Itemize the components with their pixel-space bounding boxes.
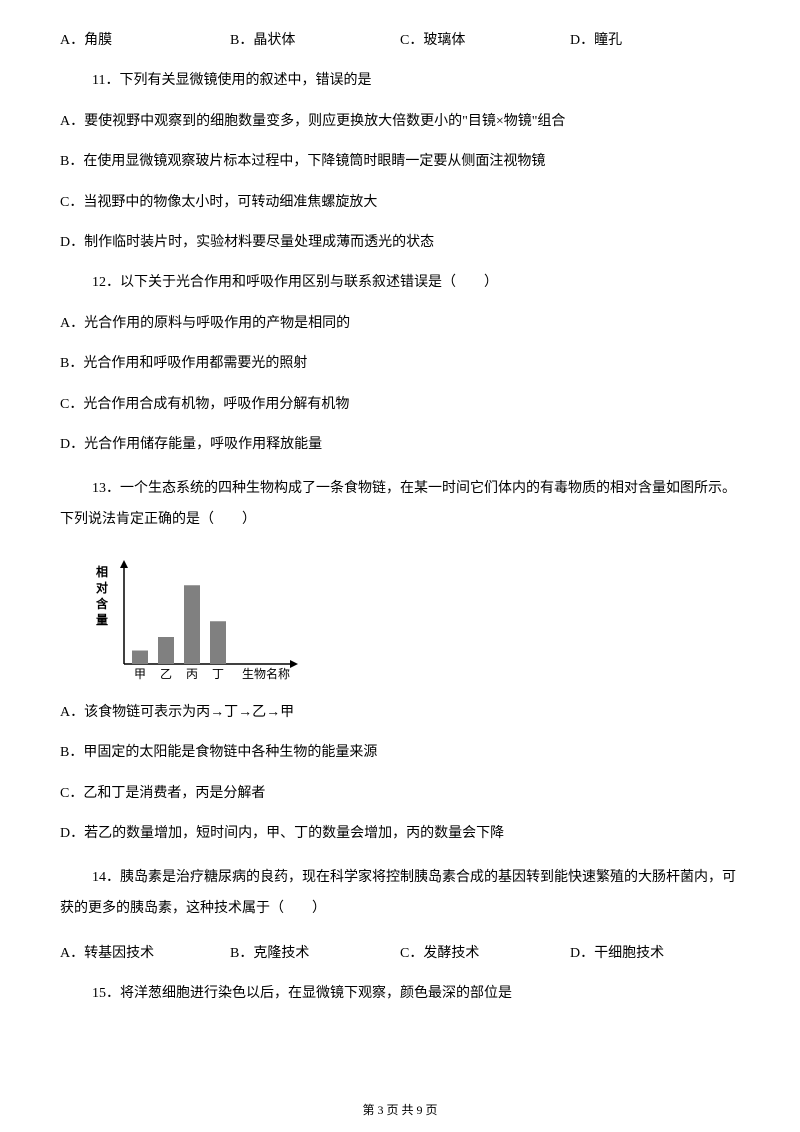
q11-option-c: C．当视野中的物像太小时，可转动细准焦螺旋放大	[60, 192, 740, 214]
svg-text:甲: 甲	[134, 667, 146, 681]
q10-option-c: C．玻璃体	[400, 30, 570, 52]
q13-stem: 13．一个生态系统的四种生物构成了一条食物链，在某一时间它们体内的有毒物质的相对…	[60, 474, 740, 536]
q12-option-d: D．光合作用储存能量，呼吸作用释放能量	[60, 434, 740, 456]
q12-stem: 12．以下关于光合作用和呼吸作用区别与联系叙述错误是（ ）	[92, 272, 740, 294]
q10-option-a: A．角膜	[60, 30, 230, 52]
q14-option-a: A．转基因技术	[60, 943, 230, 965]
q13-option-d: D．若乙的数量增加，短时间内，甲、丁的数量会增加，丙的数量会下降	[60, 823, 740, 845]
q13-stem-text: 13．一个生态系统的四种生物构成了一条食物链，在某一时间它们体内的有毒物质的相对…	[60, 481, 736, 527]
svg-text:乙: 乙	[160, 667, 172, 681]
q14-stem-text: 14．胰岛素是治疗糖尿病的良药，现在科学家将控制胰岛素合成的基因转到能快速繁殖的…	[60, 870, 736, 916]
q14-options-row: A．转基因技术 B．克隆技术 C．发酵技术 D．干细胞技术	[60, 943, 740, 965]
q10-option-b: B．晶状体	[230, 30, 400, 52]
q12-option-b: B．光合作用和呼吸作用都需要光的照射	[60, 353, 740, 375]
svg-text:生物名称: 生物名称	[242, 666, 290, 681]
svg-text:对: 对	[96, 580, 108, 595]
q12-option-c: C．光合作用合成有机物，呼吸作用分解有机物	[60, 394, 740, 416]
q10-option-d: D．瞳孔	[570, 30, 740, 52]
q11-option-d: D．制作临时装片时，实验材料要尽量处理成薄而透光的状态	[60, 232, 740, 254]
q13-option-c: C．乙和丁是消费者，丙是分解者	[60, 783, 740, 805]
svg-text:丙: 丙	[186, 667, 198, 681]
q13-option-b: B．甲固定的太阳能是食物链中各种生物的能量来源	[60, 742, 740, 764]
q13-bar-chart: 相对含量甲乙丙丁 生物名称	[84, 554, 304, 684]
q14-option-b: B．克隆技术	[230, 943, 400, 965]
svg-text:相: 相	[96, 564, 108, 579]
svg-text:量: 量	[96, 613, 108, 627]
q14-option-d: D．干细胞技术	[570, 943, 740, 965]
q11-option-a: A．要使视野中观察到的细胞数量变多，则应更换放大倍数更小的"目镜×物镜"组合	[60, 111, 740, 133]
q12-option-a: A．光合作用的原料与呼吸作用的产物是相同的	[60, 313, 740, 335]
svg-text:丁: 丁	[212, 667, 224, 681]
q10-options-row: A．角膜 B．晶状体 C．玻璃体 D．瞳孔	[60, 30, 740, 52]
q11-option-b: B．在使用显微镜观察玻片标本过程中，下降镜筒时眼睛一定要从侧面注视物镜	[60, 151, 740, 173]
q14-option-c: C．发酵技术	[400, 943, 570, 965]
q14-stem: 14．胰岛素是治疗糖尿病的良药，现在科学家将控制胰岛素合成的基因转到能快速繁殖的…	[60, 863, 740, 925]
svg-text:含: 含	[96, 596, 109, 611]
q13-option-a: A．该食物链可表示为丙→丁→乙→甲	[60, 702, 740, 724]
q15-stem: 15．将洋葱细胞进行染色以后，在显微镜下观察，颜色最深的部位是	[92, 983, 740, 1005]
page-footer: 第 3 页 共 9 页	[0, 1101, 800, 1120]
q11-stem: 11．下列有关显微镜使用的叙述中，错误的是	[92, 70, 740, 92]
